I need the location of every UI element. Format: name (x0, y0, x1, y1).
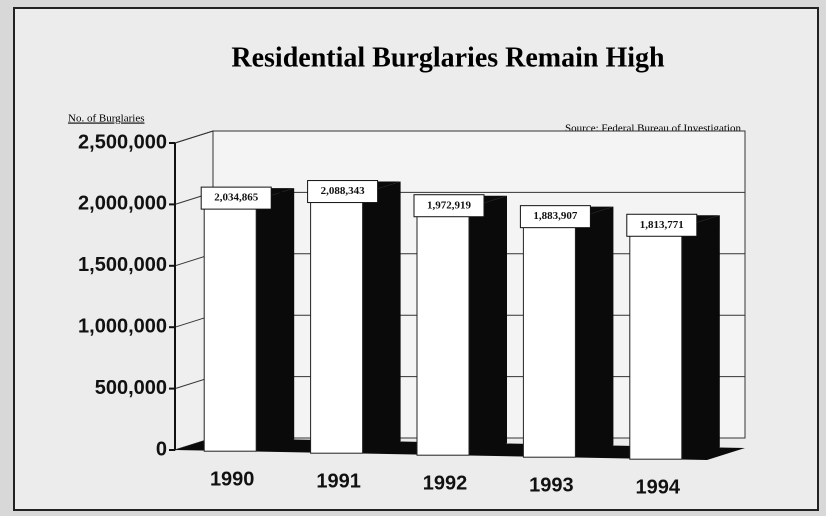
bar-side (575, 206, 614, 458)
value-label-box (519, 205, 591, 229)
x-tick-label: 1991 (316, 470, 361, 492)
bar (310, 193, 364, 454)
grid-line (174, 130, 745, 144)
bar-side (681, 215, 720, 460)
value-label: 1,813,771 (640, 219, 684, 231)
y-tick-label: 1,500,000 (78, 254, 167, 276)
x-tick-label: 1990 (210, 468, 255, 490)
x-tick-label: 1992 (423, 472, 468, 494)
value-label-box (626, 213, 698, 237)
value-label: 1,883,907 (533, 210, 578, 222)
bar-side (362, 181, 401, 454)
x-tick-label: 1994 (636, 476, 681, 498)
x-tick-label: 1993 (529, 474, 574, 496)
bar (522, 218, 576, 458)
value-label: 1,972,919 (427, 199, 472, 211)
y-tick-label: 2,000,000 (78, 193, 167, 215)
y-axis-label: No. of Burglaries (68, 113, 144, 125)
value-label: 2,088,343 (321, 185, 366, 197)
value-label-box (413, 194, 485, 218)
value-label-box (200, 186, 272, 210)
bar (203, 199, 257, 452)
y-tick-label: 500,000 (95, 377, 167, 399)
bar-side (469, 195, 507, 456)
bar (629, 226, 683, 460)
bar (416, 207, 470, 456)
value-label: 2,034,865 (214, 192, 259, 204)
bar-side (256, 188, 295, 452)
y-tick-label: 0 (156, 438, 167, 460)
value-label-box (307, 180, 379, 204)
chart-title: Residential Burglaries Remain High (231, 42, 665, 73)
y-tick-label: 2,500,000 (78, 131, 167, 153)
y-tick-label: 1,000,000 (78, 315, 167, 337)
